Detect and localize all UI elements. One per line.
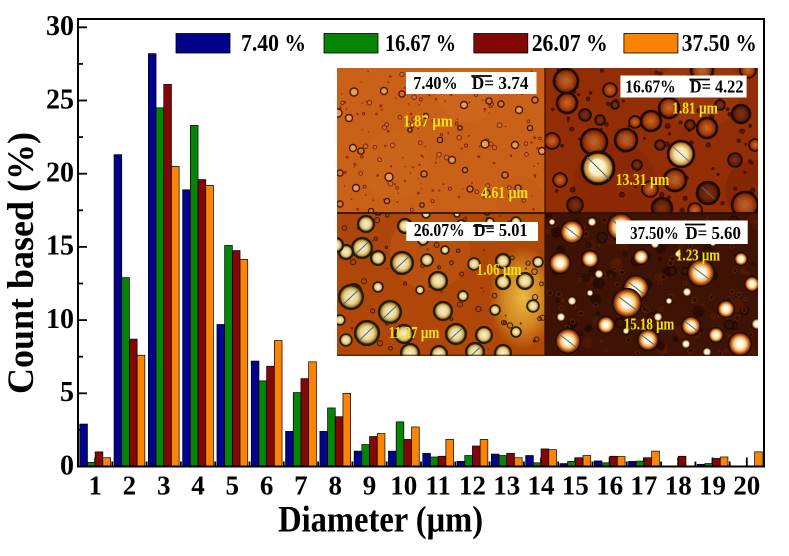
- svg-text:1.23 μm: 1.23 μm: [676, 246, 720, 265]
- svg-text:D= 5.01: D= 5.01: [474, 220, 528, 240]
- svg-text:1.06 μm: 1.06 μm: [477, 260, 522, 279]
- svg-text:D= 4.22: D= 4.22: [690, 76, 744, 96]
- svg-text:19: 19: [699, 471, 726, 501]
- svg-text:8: 8: [328, 471, 342, 501]
- svg-text:5: 5: [60, 377, 74, 408]
- svg-text:26.07 %: 26.07 %: [532, 31, 608, 57]
- svg-text:18: 18: [665, 471, 692, 501]
- svg-text:25: 25: [46, 84, 74, 115]
- svg-text:37.50%: 37.50%: [630, 223, 679, 243]
- svg-text:1.87 μm: 1.87 μm: [403, 112, 453, 131]
- svg-text:4: 4: [191, 471, 205, 501]
- svg-text:1: 1: [88, 471, 102, 501]
- svg-text:3: 3: [157, 471, 171, 501]
- svg-text:6: 6: [260, 471, 274, 501]
- svg-text:Diameter (μm): Diameter (μm): [278, 499, 483, 540]
- svg-text:15.18 μm: 15.18 μm: [624, 315, 675, 334]
- svg-text:7: 7: [294, 471, 308, 501]
- svg-text:1.81 μm: 1.81 μm: [672, 99, 718, 118]
- svg-text:0: 0: [60, 450, 74, 481]
- svg-text:D= 3.74: D= 3.74: [472, 73, 529, 93]
- svg-text:30: 30: [46, 11, 74, 42]
- svg-text:15: 15: [562, 471, 589, 501]
- svg-text:Count based (%): Count based (%): [1, 132, 42, 394]
- svg-text:20: 20: [46, 158, 74, 189]
- svg-text:15: 15: [46, 231, 74, 262]
- svg-text:10: 10: [390, 471, 417, 501]
- svg-text:7.40%: 7.40%: [413, 73, 457, 93]
- svg-text:26.07%: 26.07%: [414, 220, 465, 240]
- svg-text:17: 17: [630, 471, 657, 501]
- svg-text:9: 9: [363, 471, 377, 501]
- svg-text:7.40 %: 7.40 %: [241, 31, 306, 57]
- svg-text:13: 13: [493, 471, 520, 501]
- svg-text:12: 12: [459, 471, 486, 501]
- svg-text:5: 5: [226, 471, 240, 501]
- svg-text:11.27 μm: 11.27 μm: [389, 323, 440, 342]
- svg-text:16.67%: 16.67%: [625, 76, 676, 96]
- svg-text:2: 2: [123, 471, 137, 501]
- svg-text:14: 14: [528, 471, 555, 501]
- svg-text:16.67 %: 16.67 %: [385, 31, 456, 57]
- svg-text:13.31 μm: 13.31 μm: [616, 170, 670, 189]
- svg-text:37.50 %: 37.50 %: [682, 31, 757, 57]
- svg-text:D= 5.60: D= 5.60: [686, 223, 742, 243]
- svg-text:4.61 μm: 4.61 μm: [481, 183, 528, 202]
- svg-text:20: 20: [733, 471, 760, 501]
- svg-text:16: 16: [596, 471, 623, 501]
- svg-text:10: 10: [46, 304, 74, 335]
- svg-text:11: 11: [425, 471, 451, 501]
